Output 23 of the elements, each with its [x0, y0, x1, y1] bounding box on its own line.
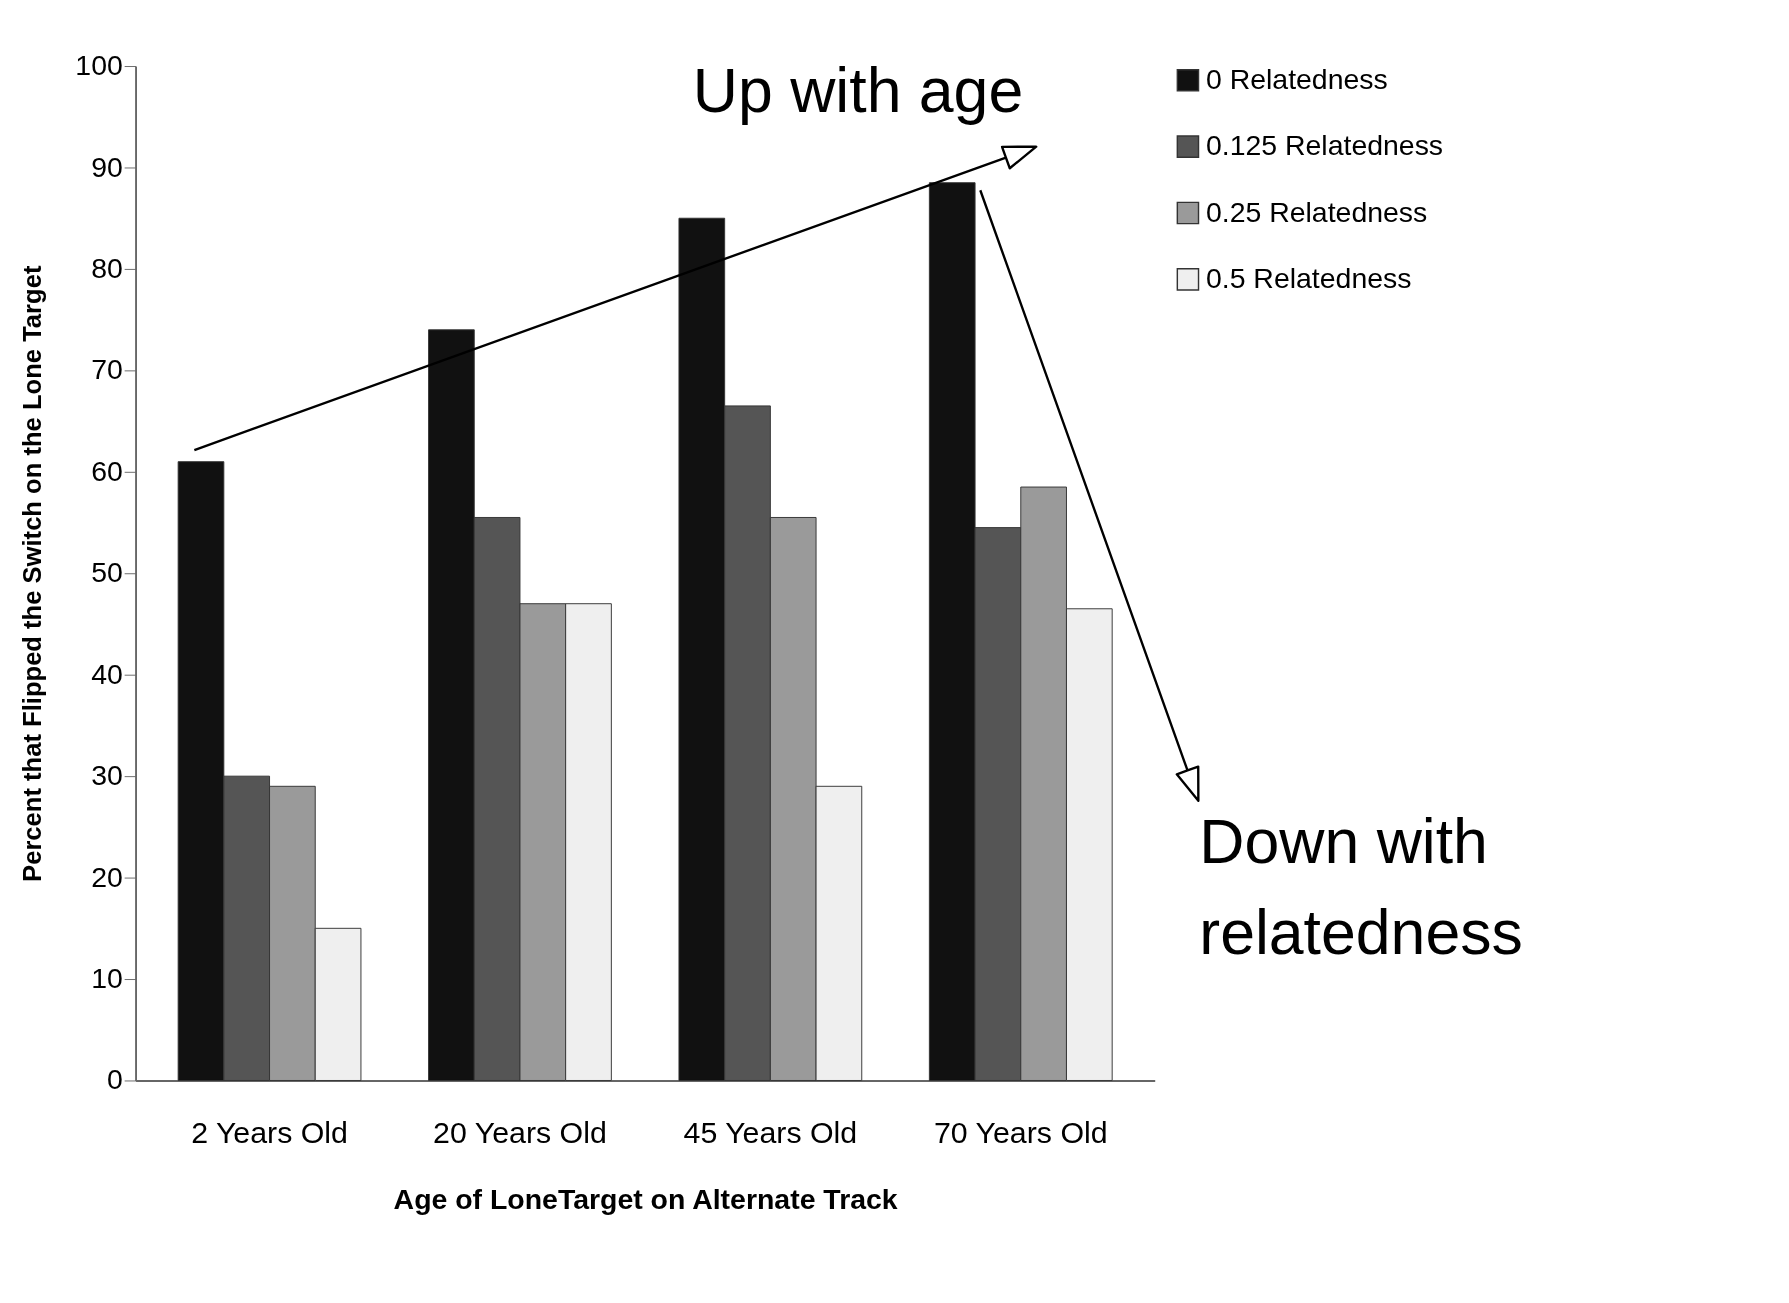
y-tick-label: 40	[91, 657, 123, 690]
y-tick-label: 0	[106, 1063, 123, 1096]
y-tick-label: 50	[91, 556, 123, 589]
y-tick-label: 10	[91, 962, 123, 995]
x-tick-label: 20 Years Old	[433, 1115, 607, 1149]
x-axis-title: Age of LoneTarget on Alternate Track	[393, 1182, 898, 1215]
y-tick-label: 20	[91, 860, 123, 893]
y-tick-label: 80	[91, 251, 123, 284]
legend-label: 0.25 Relatedness	[1205, 195, 1428, 228]
y-tick-label: 100	[75, 49, 123, 82]
y-tick-label: 90	[91, 150, 123, 183]
x-tick-label: 2 Years Old	[191, 1115, 348, 1149]
legend-label: 0 Relatedness	[1205, 62, 1388, 95]
annotation: Up with age	[692, 54, 1024, 125]
y-tick-label: 70	[91, 353, 123, 386]
y-tick-label: 60	[91, 454, 123, 487]
legend-label: 0.125 Relatedness	[1205, 129, 1444, 162]
y-axis-title: Percent that Flipped the Switch on the Lone Target	[18, 265, 47, 882]
legend-label: 0.5 Relatedness	[1205, 261, 1412, 294]
y-tick-label: 30	[91, 759, 123, 792]
x-tick-label: 70 Years Old	[933, 1115, 1108, 1149]
text: Down with relatedness	[1199, 806, 1523, 968]
x-tick-label: 45 Years Old	[683, 1115, 858, 1149]
